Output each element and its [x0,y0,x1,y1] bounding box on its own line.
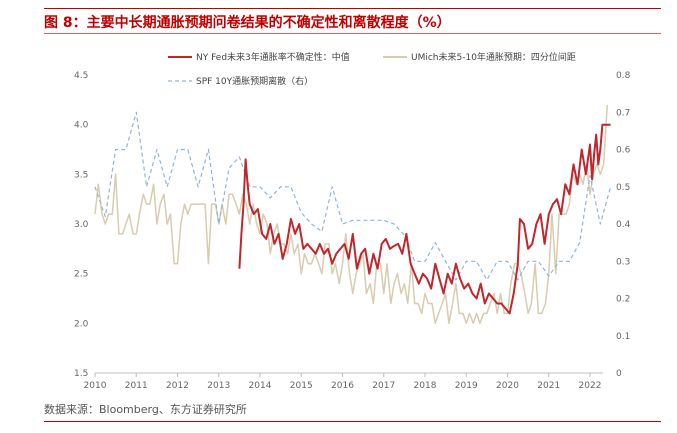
x-tick-label: 2013 [207,381,230,390]
top-rule [44,8,661,9]
chart: NY Fed未来3年通胀率不确定性：中值 UMich未来5-10年通胀预期：四分… [74,51,631,390]
y-right-tick-label: 0.2 [616,295,630,305]
source-note: 数据来源：Bloomberg、东方证券研究所 [44,403,247,416]
y-right-tick-label: 0.6 [616,146,631,156]
y-left-tick-label: 3.5 [74,170,88,180]
y-right-tick-label: 0.5 [616,183,630,193]
title-rule [44,33,661,34]
x-tick-label: 2014 [249,381,272,390]
legend-label-spf: SPF 10Y通胀预期离散（右） [196,75,313,87]
y-right-tick-label: 0.1 [616,332,630,342]
x-tick-label: 2010 [84,381,107,390]
y-right-tick-label: 0 [616,369,622,379]
bottom-rule [44,421,661,422]
legend: NY Fed未来3年通胀率不确定性：中值 UMich未来5-10年通胀预期：四分… [168,51,576,87]
series-umich-line [94,104,609,325]
y-left-tick-label: 2.5 [74,270,88,280]
x-tick-label: 2021 [537,381,560,390]
x-tick-label: 2012 [166,381,189,390]
x-tick-label: 2016 [331,381,354,390]
x-tick-label: 2018 [414,381,437,390]
y-right-tick-label: 0.3 [616,257,630,267]
figure-title: 图 8：主要中长期通胀预期问卷结果的不确定性和离散程度（%） [44,15,451,31]
y-right-tick-label: 0.7 [616,108,630,118]
x-tick-label: 2011 [125,381,148,390]
series-nyfed-line [238,123,611,315]
series-spf-line [94,111,612,281]
x-tick-label: 2020 [496,381,519,390]
y-left-tick-label: 1.5 [74,369,88,379]
y-left-tick-label: 4.0 [74,121,89,131]
x-tick-label: 2019 [455,381,478,390]
legend-label-umich: UMich未来5-10年通胀预期：四分位间距 [411,51,576,63]
plot-series [94,104,612,325]
axis-ticks: 2010 2011 2012 2013 2014 2015 2016 2017 2018 2019… [74,71,631,390]
y-right-tick-label: 0.4 [616,220,631,230]
legend-label-nyfed: NY Fed未来3年通胀率不确定性：中值 [196,51,350,63]
y-left-tick-label: 3.0 [74,220,89,230]
y-left-tick-label: 4.5 [74,71,88,81]
x-tick-label: 2017 [372,381,395,390]
y-right-tick-label: 0.8 [616,71,631,81]
y-left-tick-label: 2.0 [74,319,89,329]
x-tick-label: 2022 [579,381,602,390]
x-tick-label: 2015 [290,381,313,390]
